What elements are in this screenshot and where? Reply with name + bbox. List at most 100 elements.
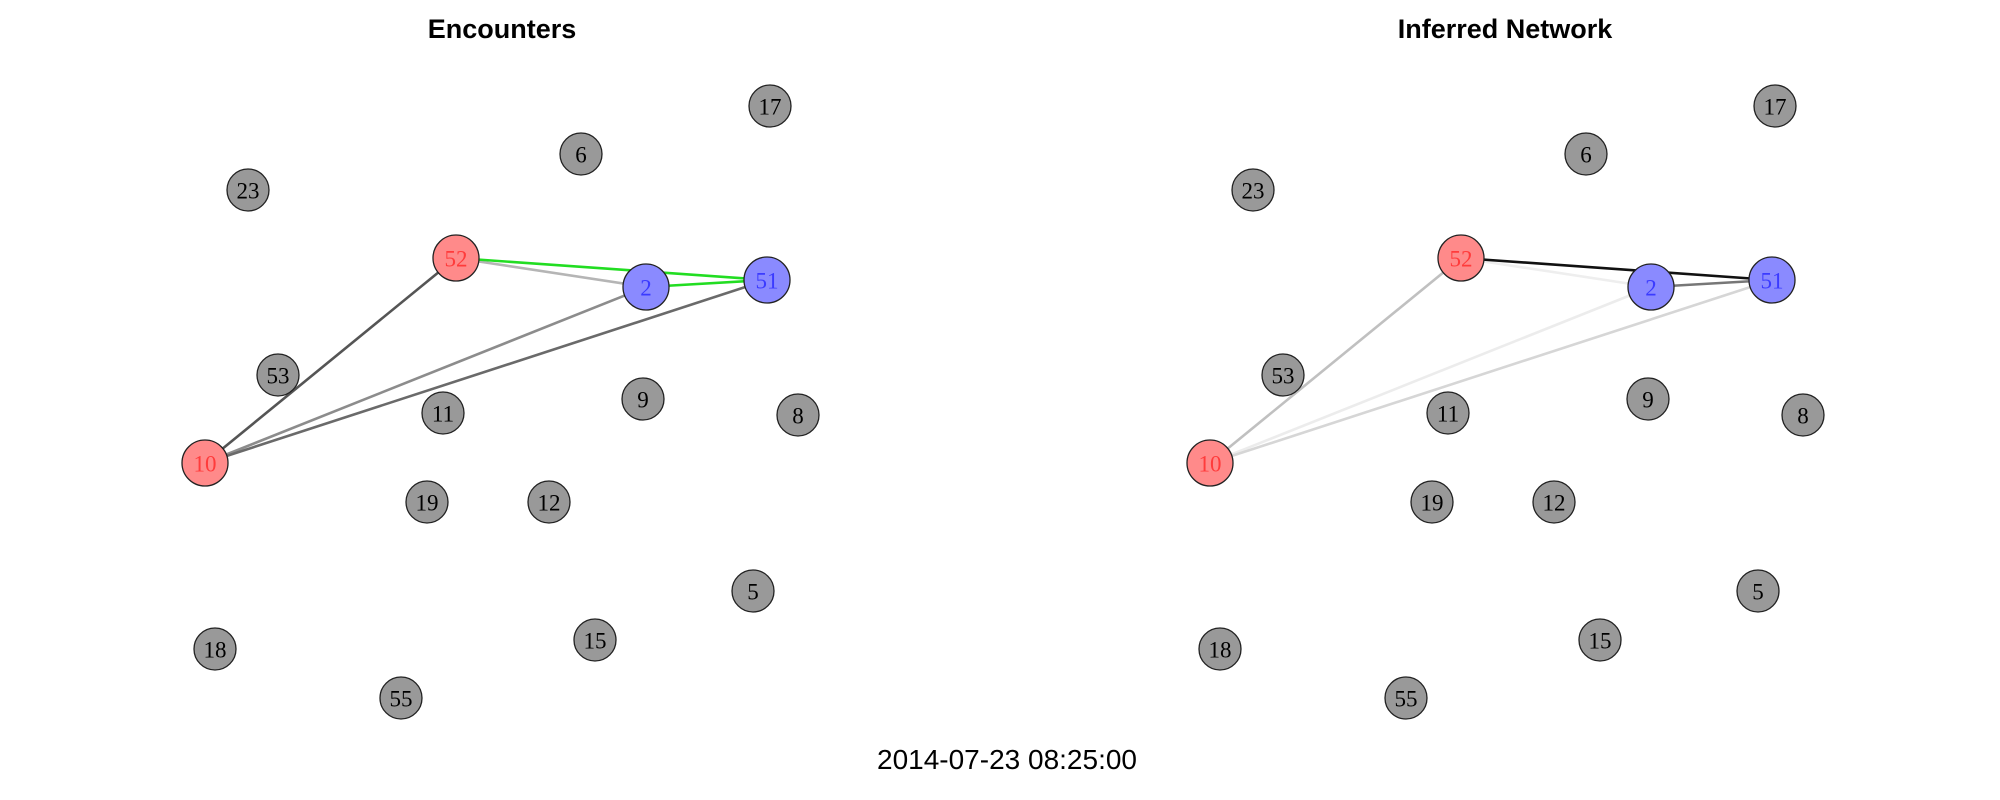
node-circle bbox=[181, 439, 229, 487]
node-circle bbox=[1186, 439, 1234, 487]
node-label: 51 bbox=[1761, 269, 1784, 294]
node-55: 55 bbox=[379, 676, 423, 720]
node-label: 6 bbox=[1580, 143, 1592, 168]
node-label: 15 bbox=[584, 629, 607, 654]
node-label: 11 bbox=[432, 402, 454, 427]
node-17: 17 bbox=[748, 84, 792, 128]
node-15: 15 bbox=[1578, 618, 1622, 662]
node-52: 52 bbox=[432, 234, 480, 282]
node-label: 15 bbox=[1589, 629, 1612, 654]
node-circle bbox=[421, 391, 465, 435]
panel-title-encounters: Encounters bbox=[428, 14, 577, 44]
node-circle bbox=[743, 256, 791, 304]
edge-52-51 bbox=[455, 256, 768, 282]
node-circle bbox=[621, 377, 665, 421]
node-label: 55 bbox=[390, 687, 413, 712]
node-circle bbox=[1532, 480, 1576, 524]
inferred-network: 17 6 23 52 2 51 53 11 9 8 10 19 12 5 18 15 55 bbox=[1186, 84, 1825, 720]
node-label: 53 bbox=[1272, 364, 1295, 389]
node-label: 19 bbox=[416, 491, 439, 516]
node-19: 19 bbox=[1410, 480, 1454, 524]
node-label: 18 bbox=[204, 638, 227, 663]
node-8: 8 bbox=[1781, 393, 1825, 437]
node-label: 23 bbox=[1242, 179, 1265, 204]
node-18: 18 bbox=[1198, 627, 1242, 671]
node-label: 53 bbox=[267, 364, 290, 389]
panel-title-inferred-network: Inferred Network bbox=[1398, 14, 1614, 44]
timestamp: 2014-07-23 08:25:00 bbox=[877, 744, 1137, 775]
node-12: 12 bbox=[527, 480, 571, 524]
node-11: 11 bbox=[1426, 391, 1470, 435]
node-circle bbox=[379, 676, 423, 720]
node-label: 9 bbox=[1642, 388, 1654, 413]
node-12: 12 bbox=[1532, 480, 1576, 524]
node-53: 53 bbox=[1261, 353, 1305, 397]
node-circle bbox=[1753, 84, 1797, 128]
node-5: 5 bbox=[1736, 569, 1780, 613]
node-circle bbox=[622, 263, 670, 311]
node-label: 17 bbox=[759, 95, 782, 120]
node-circle bbox=[1578, 618, 1622, 662]
node-circle bbox=[1626, 377, 1670, 421]
node-15: 15 bbox=[573, 618, 617, 662]
node-label: 19 bbox=[1421, 491, 1444, 516]
node-circle bbox=[1748, 256, 1796, 304]
node-label: 8 bbox=[1797, 404, 1809, 429]
node-circle bbox=[1437, 234, 1485, 282]
node-label: 12 bbox=[1543, 491, 1566, 516]
node-23: 23 bbox=[1231, 168, 1275, 212]
node-circle bbox=[1627, 263, 1675, 311]
node-label: 2 bbox=[1645, 276, 1657, 301]
node-17: 17 bbox=[1753, 84, 1797, 128]
node-label: 55 bbox=[1395, 687, 1418, 712]
node-circle bbox=[776, 393, 820, 437]
node-label: 51 bbox=[756, 269, 779, 294]
node-51: 51 bbox=[743, 256, 791, 304]
node-circle bbox=[1781, 393, 1825, 437]
edge-52-2 bbox=[455, 256, 647, 289]
node-6: 6 bbox=[559, 132, 603, 176]
node-circle bbox=[256, 353, 300, 397]
node-23: 23 bbox=[226, 168, 270, 212]
node-label: 9 bbox=[637, 388, 649, 413]
edge-10-2 bbox=[1209, 285, 1652, 465]
node-label: 6 bbox=[575, 143, 587, 168]
node-9: 9 bbox=[621, 377, 665, 421]
node-11: 11 bbox=[421, 391, 465, 435]
node-label: 11 bbox=[1437, 402, 1459, 427]
node-circle bbox=[573, 618, 617, 662]
node-label: 8 bbox=[792, 404, 804, 429]
node-51: 51 bbox=[1748, 256, 1796, 304]
node-circle bbox=[1231, 168, 1275, 212]
edge-52-2 bbox=[1460, 256, 1652, 289]
node-10: 10 bbox=[181, 439, 229, 487]
node-label: 10 bbox=[194, 452, 217, 477]
edge-10-2 bbox=[204, 285, 647, 465]
edge-52-51 bbox=[1460, 256, 1773, 282]
node-label: 5 bbox=[1752, 580, 1764, 605]
node-circle bbox=[748, 84, 792, 128]
node-9: 9 bbox=[1626, 377, 1670, 421]
node-circle bbox=[1261, 353, 1305, 397]
node-8: 8 bbox=[776, 393, 820, 437]
node-circle bbox=[1426, 391, 1470, 435]
node-circle bbox=[405, 480, 449, 524]
node-circle bbox=[193, 627, 237, 671]
node-circle bbox=[1410, 480, 1454, 524]
node-2: 2 bbox=[622, 263, 670, 311]
node-18: 18 bbox=[193, 627, 237, 671]
node-circle bbox=[1198, 627, 1242, 671]
node-circle bbox=[731, 569, 775, 613]
node-label: 2 bbox=[640, 276, 652, 301]
edge-10-51 bbox=[204, 278, 768, 465]
node-circle bbox=[1736, 569, 1780, 613]
node-53: 53 bbox=[256, 353, 300, 397]
node-label: 23 bbox=[237, 179, 260, 204]
node-5: 5 bbox=[731, 569, 775, 613]
node-circle bbox=[226, 168, 270, 212]
node-label: 12 bbox=[538, 491, 561, 516]
edge-10-51 bbox=[1209, 278, 1773, 465]
node-label: 10 bbox=[1199, 452, 1222, 477]
node-circle bbox=[432, 234, 480, 282]
